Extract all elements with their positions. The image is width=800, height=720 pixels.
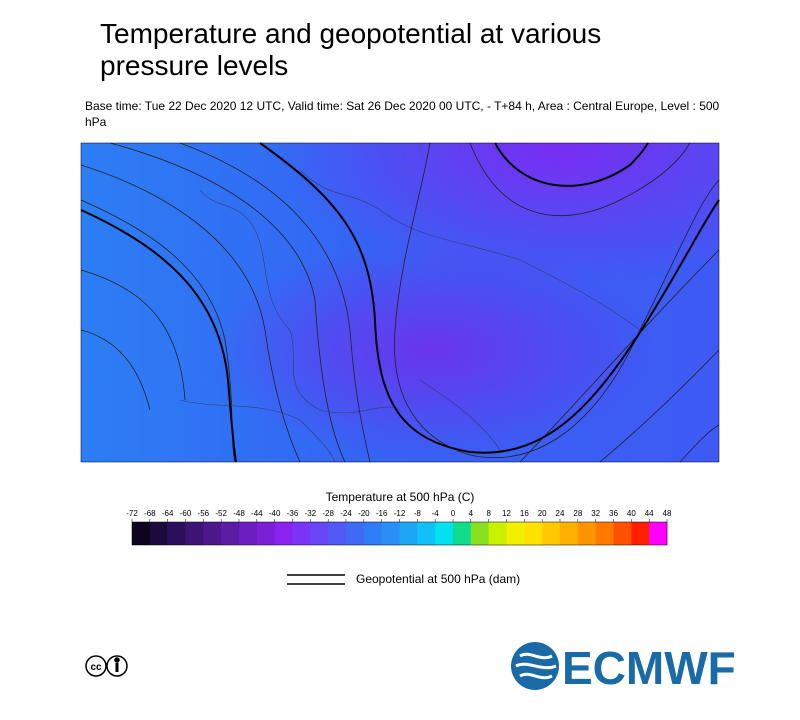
colorbar-bin [524, 522, 543, 545]
colorbar-tick-label: -52 [215, 509, 227, 518]
colorbar-bin [542, 522, 561, 545]
colorbar-tick-label: -60 [180, 509, 192, 518]
colorbar-bin [132, 522, 151, 545]
colorbar-bin [613, 522, 632, 545]
colorbar-tick-label: -28 [322, 509, 334, 518]
colorbar-bin [346, 522, 365, 545]
colorbar-tick-label: -12 [394, 509, 406, 518]
colorbar-tick-label: -36 [287, 509, 299, 518]
colorbar-bin [506, 522, 525, 545]
colorbar-bin [256, 522, 275, 545]
colorbar-tick-label: -48 [233, 509, 245, 518]
colorbar-bin [185, 522, 204, 545]
map [80, 142, 720, 463]
colorbar-bin [488, 522, 507, 545]
colorbar-bin [221, 522, 240, 545]
colorbar-tick-label: 48 [663, 509, 672, 518]
colorbar-bin [595, 522, 614, 545]
colorbar-bin [167, 522, 186, 545]
colorbar-tick-label: -24 [340, 509, 352, 518]
colorbar-tick-label: -40 [269, 509, 281, 518]
colorbar-tick-label: -68 [144, 509, 156, 518]
colorbar-tick-label: 40 [627, 509, 636, 518]
colorbar-bin [239, 522, 258, 545]
colorbar-bin [560, 522, 579, 545]
colorbar-bin [381, 522, 400, 545]
colorbar-bin [292, 522, 311, 545]
colorbar-tick-label: 12 [502, 509, 511, 518]
colorbar-bin [149, 522, 168, 545]
cc-icon: cc [85, 655, 128, 677]
colorbar-tick-label: -44 [251, 509, 263, 518]
legend-line [287, 574, 345, 585]
colorbar-bin [417, 522, 436, 545]
colorbar-bin [435, 522, 454, 545]
title: Temperature and geopotential at various … [100, 18, 602, 81]
colorbar-bin [577, 522, 596, 545]
colorbar-tick-label: -72 [126, 509, 138, 518]
colorbar-bin [399, 522, 418, 545]
colorbar-bin [363, 522, 382, 545]
colorbar-tick-label: 4 [469, 509, 474, 518]
colorbar-bin [310, 522, 329, 545]
colorbar-tick-label: 28 [573, 509, 582, 518]
colorbar-tick-label: 8 [486, 509, 491, 518]
colorbar-tick-label: 32 [591, 509, 600, 518]
colorbar-tick-label: 20 [538, 509, 547, 518]
logo-text: ECMWF [562, 642, 736, 694]
colorbar-bin [203, 522, 222, 545]
colorbar-tick-label: 36 [609, 509, 618, 518]
colorbar-tick-label: 44 [645, 509, 654, 518]
colorbar-bin [470, 522, 489, 545]
logo: ECMWF [511, 642, 736, 694]
colorbar-tick-label: 0 [451, 509, 456, 518]
colorbar-bin [649, 522, 668, 545]
svg-text:cc: cc [90, 662, 102, 673]
colorbar-bin [631, 522, 650, 545]
colorbar-bin [328, 522, 347, 545]
colorbar-tick-label: 24 [556, 509, 565, 518]
colorbar-tick-label: -56 [198, 509, 210, 518]
colorbar-bin [453, 522, 472, 545]
legend-label: Geopotential at 500 hPa (dam) [356, 572, 520, 586]
colorbar-tick-label: -4 [432, 509, 440, 518]
colorbar-tick-label: -20 [358, 509, 370, 518]
colorbar-tick-label: -64 [162, 509, 174, 518]
subtitle: Base time: Tue 22 Dec 2020 12 UTC, Valid… [85, 99, 720, 129]
colorbar-tick-label: -8 [414, 509, 422, 518]
colorbar-bin [274, 522, 293, 545]
colorbar-tick-label: 16 [520, 509, 529, 518]
colorbar-tick-label: -32 [305, 509, 317, 518]
colorbar-title: Temperature at 500 hPa (C) [326, 490, 475, 504]
colorbar-tick-label: -16 [376, 509, 388, 518]
